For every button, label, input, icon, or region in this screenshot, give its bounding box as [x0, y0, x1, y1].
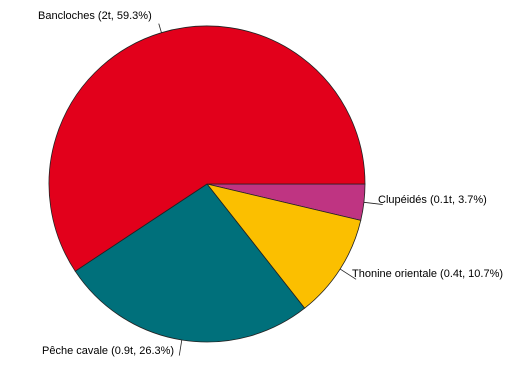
slice-peche-cavale — [74, 183, 306, 343]
label-bancloches: Bancloches (2t, 59.3%) — [38, 10, 152, 22]
slice-bancloches — [48, 25, 366, 272]
leader-thonine-orientale — [339, 268, 357, 280]
slice-thonine-orientale — [205, 183, 362, 309]
label-thonine-orientale: Thonine orientale (0.4t, 10.7%) — [352, 268, 503, 280]
leader-clupeides — [363, 201, 383, 205]
leader-lines — [158, 23, 383, 356]
slice-labels: Clupéidés (0.1t, 3.7%) Thonine orientale … — [38, 10, 503, 357]
label-peche-cavale: Pêche cavale (0.9t, 26.3%) — [42, 345, 174, 357]
leader-peche-cavale — [178, 339, 183, 356]
pie-slices — [48, 25, 366, 343]
label-clupeides: Clupéidés (0.1t, 3.7%) — [378, 194, 487, 206]
leader-bancloches — [158, 23, 162, 33]
